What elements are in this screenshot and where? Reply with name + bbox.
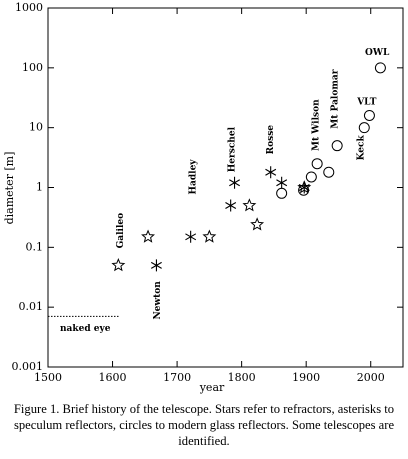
- circle-marker: [298, 184, 310, 196]
- x-tick-label: 1900: [292, 371, 320, 384]
- y-tick-label: 1: [36, 181, 43, 194]
- circle-marker: [323, 166, 335, 178]
- x-tick-label: 1600: [99, 371, 127, 384]
- circle-marker: [276, 187, 288, 199]
- x-tick-label: 1700: [163, 371, 191, 384]
- annotation: Rosse: [266, 125, 276, 155]
- asterisk-marker: [229, 176, 241, 189]
- star-marker: [141, 229, 155, 243]
- circle-marker: [374, 62, 386, 74]
- asterisk-marker: [298, 181, 310, 194]
- star-marker: [202, 229, 217, 243]
- circle-marker: [305, 171, 317, 183]
- circle-marker: [363, 109, 375, 121]
- x-tick-label: 1800: [228, 371, 256, 384]
- annotation: VLT: [356, 97, 377, 107]
- asterisk-marker: [225, 199, 237, 212]
- y-tick-label: 0.001: [12, 360, 44, 373]
- page: year diameter [m] 0.001 0.01 0.1 1 10 100 1000…: [3, 1, 404, 448]
- annotation: Herschel: [227, 126, 237, 172]
- star-marker: [242, 198, 257, 212]
- annotation: Galileo: [116, 213, 126, 249]
- annotation: Hadley: [189, 159, 199, 195]
- caption: Figure 1. Brief history of the telescope…: [13, 402, 395, 448]
- y-tick-label: 100: [22, 61, 43, 74]
- x-tick-label: 1500: [34, 371, 62, 384]
- x-tick-label: 2000: [357, 371, 385, 384]
- asterisk-marker: [276, 176, 288, 189]
- chart: year diameter [m] 0.001 0.01 0.1 1 10 100 1000…: [3, 1, 404, 394]
- asterisk-marker: [150, 259, 162, 272]
- circle-marker: [358, 122, 370, 134]
- y-axis-label: diameter [m]: [3, 152, 16, 225]
- annotation: OWL: [365, 48, 390, 58]
- star-marker: [111, 258, 126, 272]
- circle-marker: [331, 140, 343, 152]
- annotation: Mt Palomar: [331, 69, 341, 128]
- asterisk-marker: [265, 166, 277, 179]
- asterisk-marker: [185, 230, 197, 243]
- y-tick-label: 0.01: [19, 300, 44, 313]
- y-tick-label: 1000: [15, 1, 43, 14]
- annotation: Mt Wilson: [311, 99, 321, 151]
- y-tick-label: 0.1: [26, 240, 44, 253]
- y-tick-label: 10: [29, 121, 43, 134]
- circle-marker: [311, 158, 323, 170]
- reference-label: naked eye: [60, 324, 111, 334]
- x-axis-label: year: [199, 381, 225, 394]
- plot-frame: [47, 7, 404, 368]
- star-marker: [250, 217, 265, 231]
- annotation: Newton: [153, 281, 163, 320]
- annotation: Keck: [357, 135, 367, 161]
